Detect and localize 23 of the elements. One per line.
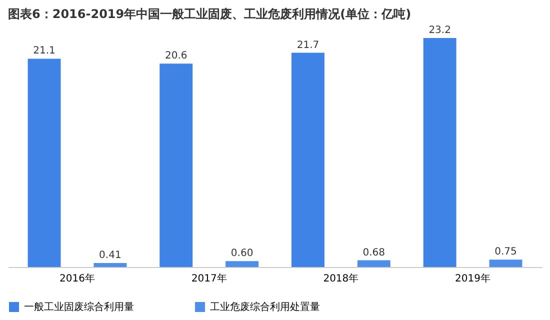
data-label: 23.2 (428, 25, 451, 36)
chart-title: 图表6：2016-2019年中国一般工业固废、工业危废利用情况(单位：亿吨) (8, 7, 412, 21)
x-tick-label: 2016年 (59, 272, 95, 284)
legend-label: 一般工业固废综合利用量 (24, 301, 134, 313)
bar (160, 64, 193, 267)
bar (94, 262, 127, 267)
data-label: 0.68 (362, 247, 386, 258)
bar (226, 261, 259, 267)
bar (423, 38, 456, 267)
x-tick-label: 2019年 (455, 272, 491, 284)
bar (489, 260, 522, 267)
data-label: 20.6 (164, 50, 188, 62)
x-tick-label: 2018年 (323, 272, 359, 284)
bar (291, 52, 324, 267)
bar (28, 58, 61, 267)
data-label: 0.41 (99, 250, 122, 261)
x-tick-label: 2017年 (191, 272, 227, 284)
legend-label: 工业危废综合利用处置量 (210, 301, 320, 313)
bar (357, 260, 390, 267)
data-label: 0.60 (230, 248, 254, 260)
data-label: 0.75 (494, 246, 517, 258)
data-label: 21.7 (296, 40, 320, 51)
data-label: 21.1 (33, 46, 56, 57)
